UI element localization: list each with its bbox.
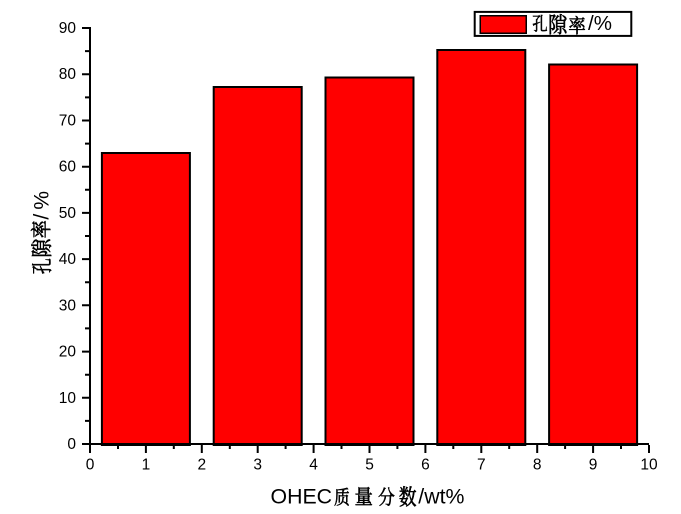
svg-text:OHEC: OHEC: [271, 485, 333, 509]
svg-text:90: 90: [59, 20, 77, 37]
svg-text:0: 0: [67, 436, 76, 453]
svg-text:1: 1: [142, 457, 151, 474]
svg-text:8: 8: [533, 457, 542, 474]
svg-text:0: 0: [86, 457, 95, 474]
svg-text:/%: /%: [31, 187, 54, 220]
svg-text:70: 70: [59, 113, 77, 130]
svg-text:7: 7: [477, 457, 486, 474]
svg-text:10: 10: [59, 390, 77, 407]
svg-text:60: 60: [59, 159, 77, 176]
svg-text:6: 6: [421, 457, 430, 474]
svg-text:30: 30: [59, 297, 77, 314]
svg-text:9: 9: [589, 457, 598, 474]
svg-text:4: 4: [309, 457, 318, 474]
svg-text:20: 20: [59, 344, 77, 361]
svg-text:10: 10: [640, 457, 658, 474]
svg-text:3: 3: [253, 457, 262, 474]
svg-text:50: 50: [59, 205, 77, 222]
svg-text:/wt%: /wt%: [418, 485, 464, 509]
svg-text:2: 2: [197, 457, 206, 474]
svg-text:40: 40: [59, 251, 77, 268]
svg-text:/%: /%: [588, 12, 612, 35]
svg-text:5: 5: [365, 457, 374, 474]
svg-text:80: 80: [59, 66, 77, 83]
